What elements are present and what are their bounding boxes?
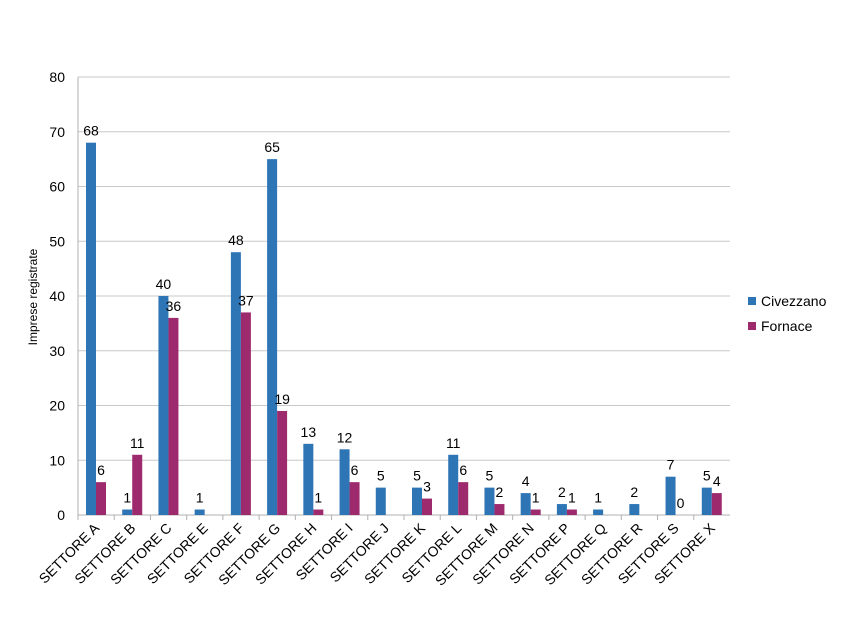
data-label: 2 (630, 484, 638, 500)
bar-fornace (313, 509, 324, 515)
legend: Civezzano Fornace (748, 293, 827, 334)
data-label: 4 (713, 473, 721, 489)
data-label: 0 (677, 495, 685, 511)
data-label: 13 (301, 424, 317, 440)
bar-civezzano (484, 487, 495, 515)
bar-fornace (566, 509, 577, 515)
data-label: 48 (228, 232, 244, 248)
data-label: 11 (130, 435, 145, 451)
bar-fornace (240, 312, 251, 515)
data-label: 6 (459, 462, 467, 478)
bar-fornace (168, 317, 179, 515)
data-label: 2 (496, 484, 504, 500)
bar-fornace (711, 493, 722, 515)
data-label: 3 (423, 479, 431, 495)
data-label: 5 (413, 468, 421, 484)
data-label: 6 (351, 462, 359, 478)
data-label: 5 (703, 468, 711, 484)
data-label: 6 (97, 462, 105, 478)
y-tick-label: 80 (49, 69, 65, 85)
bar-civezzano (520, 493, 531, 515)
data-label: 11 (446, 435, 461, 451)
data-label: 1 (532, 490, 540, 506)
bar-fornace (349, 482, 360, 515)
bar-fornace (458, 482, 469, 515)
data-label: 40 (156, 276, 172, 292)
bar-civezzano (303, 443, 314, 515)
bars (86, 142, 722, 515)
data-label: 65 (264, 139, 280, 155)
bar-civezzano (230, 252, 241, 515)
data-label: 1 (314, 490, 322, 506)
y-tick-label: 40 (49, 288, 65, 304)
y-tick-label: 10 (49, 452, 65, 468)
data-label: 4 (522, 473, 530, 489)
data-label: 1 (568, 490, 576, 506)
bar-fornace (96, 482, 106, 515)
y-axis-label: Imprese registrate (26, 248, 40, 345)
y-tick-label: 20 (49, 398, 65, 414)
y-tick-label: 50 (49, 233, 65, 249)
data-label: 5 (486, 468, 494, 484)
bar-fornace (494, 504, 505, 515)
bar-civezzano (194, 509, 205, 515)
data-label: 37 (238, 292, 254, 308)
bar-civezzano (556, 504, 567, 515)
data-label: 12 (337, 429, 353, 445)
bar-civezzano (665, 476, 676, 515)
bar-civezzano (339, 449, 350, 515)
bar-civezzano (122, 509, 133, 515)
data-label: 7 (667, 457, 675, 473)
gridlines (77, 76, 730, 520)
data-label: 1 (594, 490, 602, 506)
bar-civezzano (375, 487, 386, 515)
y-tick-label: 30 (49, 343, 65, 359)
y-axis-ticks: 0 10 20 30 40 50 60 70 80 (49, 69, 65, 523)
legend-swatch (748, 297, 756, 305)
bar-civezzano (412, 487, 422, 515)
bar-civezzano (593, 509, 604, 515)
bar-civezzano (158, 296, 169, 515)
y-tick-label: 60 (49, 179, 65, 195)
bar-civezzano (701, 487, 712, 515)
data-label: 2 (558, 484, 566, 500)
bar-fornace (132, 454, 143, 515)
data-label: 1 (196, 490, 204, 506)
bar-fornace (530, 509, 541, 515)
bar-civezzano (86, 142, 96, 515)
data-label: 68 (83, 123, 99, 139)
data-label: 1 (123, 490, 131, 506)
y-tick-label: 70 (49, 124, 65, 140)
data-label: 5 (377, 468, 385, 484)
bar-civezzano (629, 504, 640, 515)
bar-fornace (422, 498, 432, 515)
bar-civezzano (267, 159, 278, 515)
y-tick-label: 0 (57, 507, 65, 523)
legend-swatch (748, 322, 756, 330)
bar-civezzano (448, 454, 459, 515)
data-label: 19 (274, 391, 290, 407)
data-label: 36 (166, 298, 182, 314)
legend-label: Civezzano (761, 293, 827, 309)
bar-fornace (277, 410, 288, 515)
legend-label: Fornace (761, 318, 813, 334)
